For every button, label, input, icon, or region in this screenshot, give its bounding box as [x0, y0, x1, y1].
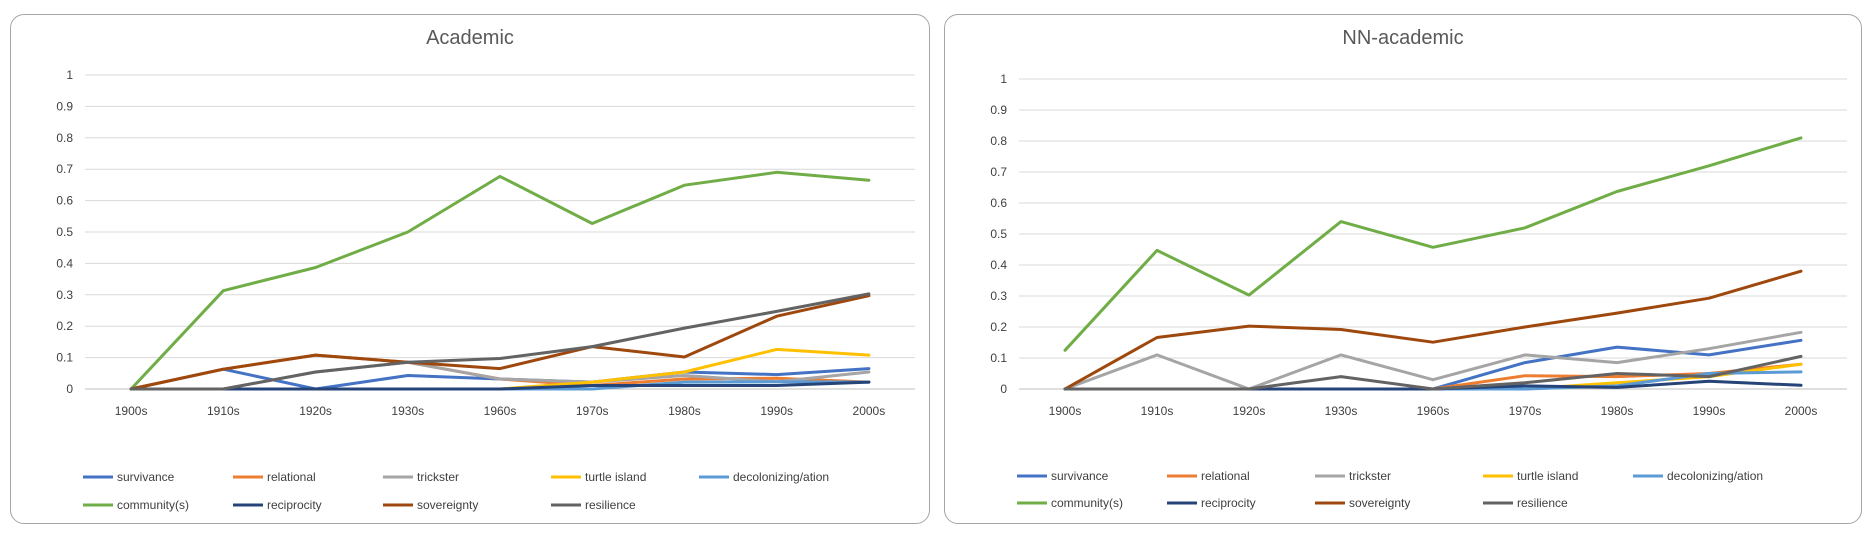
- x-tick-label: 1980s: [1601, 404, 1634, 418]
- y-tick-label: 1: [66, 68, 73, 82]
- chart-title: Academic: [426, 27, 514, 49]
- legend-item: turtle island: [551, 470, 646, 484]
- series-line-sovereignty: [1063, 269, 1803, 391]
- legend-item: survivance: [1017, 469, 1109, 483]
- legend-item: sovereignty: [1315, 496, 1410, 510]
- x-tick-label: 1910s: [1141, 404, 1174, 418]
- legend-item: reciprocity: [1167, 496, 1256, 510]
- y-tick-label: 0.4: [56, 256, 73, 270]
- x-tick-label: 1990s: [760, 404, 793, 418]
- x-tick-label: 1910s: [207, 404, 240, 418]
- legend-label: sovereignty: [417, 498, 478, 512]
- y-tick-label: 0.9: [56, 99, 73, 113]
- legend-item: sovereignty: [383, 498, 478, 512]
- y-tick-label: 0.8: [990, 134, 1007, 148]
- series-line-reciprocity: [129, 380, 871, 391]
- y-tick-label: 0.2: [56, 319, 73, 333]
- legend-label: turtle island: [1517, 469, 1578, 483]
- legend-label: trickster: [417, 470, 459, 484]
- x-tick-label: 1990s: [1693, 404, 1726, 418]
- series-line-community-s-: [129, 170, 871, 391]
- legend-item: relational: [1167, 469, 1250, 483]
- legend-label: decolonizing/ation: [733, 470, 829, 484]
- x-tick-label: 1980s: [668, 404, 701, 418]
- x-tick-label: 1970s: [576, 404, 609, 418]
- legend-label: resilience: [585, 498, 636, 512]
- y-tick-label: 0.7: [990, 165, 1007, 179]
- x-tick-label: 1930s: [1325, 404, 1358, 418]
- legend-item: trickster: [1315, 469, 1391, 483]
- legend-item: relational: [233, 470, 316, 484]
- y-tick-label: 0: [1000, 382, 1007, 396]
- legend-label: trickster: [1349, 469, 1391, 483]
- legend-item: decolonizing/ation: [1633, 469, 1763, 483]
- x-tick-label: 1970s: [1509, 404, 1542, 418]
- series-line-trickster: [1063, 330, 1803, 391]
- legend-item: survivance: [83, 470, 175, 484]
- y-tick-label: 0.3: [990, 289, 1007, 303]
- legend-item: trickster: [383, 470, 459, 484]
- legend-item: resilience: [551, 498, 636, 512]
- legend-label: community(s): [1051, 496, 1123, 510]
- y-tick-label: 0.5: [990, 227, 1007, 241]
- series-line-resilience: [129, 292, 871, 391]
- y-tick-label: 0: [66, 382, 73, 396]
- legend-label: relational: [1201, 469, 1250, 483]
- x-tick-label: 1920s: [299, 404, 332, 418]
- x-tick-label: 1920s: [1233, 404, 1266, 418]
- legend-item: resilience: [1483, 496, 1568, 510]
- legend-item: community(s): [83, 498, 189, 512]
- legend-label: community(s): [117, 498, 189, 512]
- nn-academic-line-chart: 0 0.1 0.2 0.3 0.4 0.5 0.6 0.7 0.8 0.9 1 1900s 1910s 1…: [990, 72, 1847, 510]
- legend-label: reciprocity: [1201, 496, 1256, 510]
- x-tick-label: 1960s: [484, 404, 517, 418]
- legend-label: reciprocity: [267, 498, 322, 512]
- academic-chart-panel: Academic 0 0.1 0.2 0.3 0.4 0.5 0.6 0.7 0.8 0.9 1 19…: [10, 14, 930, 524]
- legend-item: decolonizing/ation: [699, 470, 829, 484]
- x-tick-label: 1900s: [115, 404, 148, 418]
- x-tick-label: 1930s: [391, 404, 424, 418]
- x-tick-label: 1900s: [1049, 404, 1082, 418]
- legend-label: resilience: [1517, 496, 1568, 510]
- legend-item: community(s): [1017, 496, 1123, 510]
- series-line-community-s-: [1063, 136, 1803, 352]
- y-tick-label: 0.5: [56, 225, 73, 239]
- legend-item: turtle island: [1483, 469, 1578, 483]
- y-tick-label: 0.6: [56, 194, 73, 208]
- y-tick-label: 0.9: [990, 103, 1007, 117]
- y-tick-label: 0.7: [56, 162, 73, 176]
- legend-label: turtle island: [585, 470, 646, 484]
- y-tick-label: 0.8: [56, 131, 73, 145]
- y-tick-label: 0.4: [990, 258, 1007, 272]
- y-tick-label: 0.1: [56, 351, 73, 365]
- y-tick-label: 0.6: [990, 196, 1007, 210]
- chart-title: NN-academic: [1342, 27, 1464, 49]
- nn-academic-chart-panel: NN-academic 0 0.1 0.2 0.3 0.4 0.5 0.6 0.7 0.8 0.9…: [944, 14, 1862, 524]
- y-tick-label: 0.1: [990, 351, 1007, 365]
- x-tick-label: 1960s: [1417, 404, 1450, 418]
- legend-label: survivance: [117, 470, 175, 484]
- y-tick-label: 1: [1000, 72, 1007, 86]
- y-tick-label: 0.3: [56, 288, 73, 302]
- legend-label: decolonizing/ation: [1667, 469, 1763, 483]
- series-line-sovereignty: [129, 294, 871, 391]
- academic-line-chart: 0 0.1 0.2 0.3 0.4 0.5 0.6 0.7 0.8 0.9 1 1900s 1910s 1…: [56, 68, 915, 512]
- legend-label: relational: [267, 470, 316, 484]
- legend-label: survivance: [1051, 469, 1109, 483]
- x-tick-label: 2000s: [853, 404, 886, 418]
- series-line-resilience: [1063, 354, 1803, 391]
- y-tick-label: 0.2: [990, 320, 1007, 334]
- legend-label: sovereignty: [1349, 496, 1410, 510]
- legend-item: reciprocity: [233, 498, 322, 512]
- x-tick-label: 2000s: [1785, 404, 1818, 418]
